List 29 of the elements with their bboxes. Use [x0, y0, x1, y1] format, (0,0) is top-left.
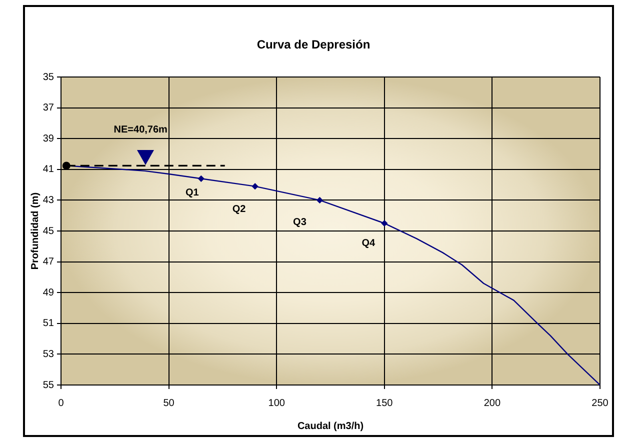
x-tick-label: 0: [58, 398, 64, 409]
y-tick-label: 51: [42, 318, 54, 330]
x-tick-label: 250: [592, 398, 609, 409]
annotation: Q4: [362, 238, 376, 250]
point: [252, 183, 258, 190]
annotation: NE=40,76m: [114, 124, 168, 136]
y-tick-label: 55: [42, 380, 54, 391]
x-tick-label: 100: [268, 398, 286, 409]
y-axis-title: Profundidad (m): [30, 192, 41, 270]
annotation: Q3: [293, 216, 307, 228]
y-tick-label: 49: [42, 287, 54, 298]
x-axis-title: Caudal (m3/h): [297, 420, 364, 432]
annotation: Q2: [232, 204, 246, 216]
y-tick-label: 39: [42, 133, 54, 144]
x-tick-label: 200: [484, 398, 501, 409]
y-tick-label: 53: [42, 348, 54, 360]
y-tick-label: 37: [42, 102, 54, 114]
y-tick-label: 45: [42, 226, 54, 237]
point: [198, 176, 204, 182]
x-tick-label: 150: [376, 398, 394, 409]
point: [316, 197, 323, 204]
y-tick-label: 47: [42, 256, 54, 268]
y-tick-label: 41: [42, 164, 54, 176]
chart-title: Curva de Depresión: [256, 38, 370, 52]
point: [381, 220, 388, 226]
y-tick-label: 43: [42, 194, 54, 206]
annotation: Q1: [185, 187, 200, 198]
x-tick-label: 50: [163, 398, 175, 409]
y-tick-label: 35: [42, 72, 54, 83]
